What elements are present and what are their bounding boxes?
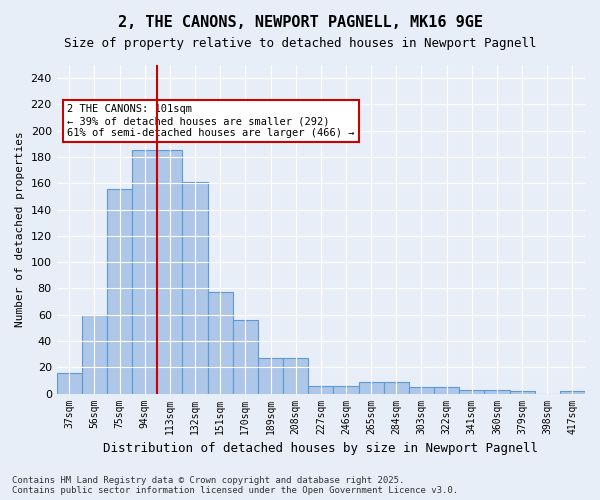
Bar: [56, 372, 82, 394]
Bar: [132, 150, 157, 394]
Bar: [334, 386, 359, 394]
Bar: [359, 382, 384, 394]
Bar: [384, 382, 409, 394]
Bar: [283, 358, 308, 394]
Bar: [308, 386, 334, 394]
Bar: [233, 320, 258, 394]
Bar: [459, 390, 484, 394]
Text: Contains HM Land Registry data © Crown copyright and database right 2025.
Contai: Contains HM Land Registry data © Crown c…: [12, 476, 458, 495]
Bar: [82, 314, 107, 394]
Bar: [258, 358, 283, 394]
Bar: [157, 150, 182, 394]
Bar: [208, 292, 233, 394]
Bar: [484, 390, 509, 394]
Bar: [434, 387, 459, 394]
Text: 2 THE CANONS: 101sqm
← 39% of detached houses are smaller (292)
61% of semi-deta: 2 THE CANONS: 101sqm ← 39% of detached h…: [67, 104, 355, 138]
Y-axis label: Number of detached properties: Number of detached properties: [15, 132, 25, 327]
Text: 2, THE CANONS, NEWPORT PAGNELL, MK16 9GE: 2, THE CANONS, NEWPORT PAGNELL, MK16 9GE: [118, 15, 482, 30]
Bar: [107, 188, 132, 394]
Bar: [509, 391, 535, 394]
Bar: [182, 182, 208, 394]
Text: Size of property relative to detached houses in Newport Pagnell: Size of property relative to detached ho…: [64, 38, 536, 51]
X-axis label: Distribution of detached houses by size in Newport Pagnell: Distribution of detached houses by size …: [103, 442, 538, 455]
Bar: [560, 391, 585, 394]
Bar: [409, 387, 434, 394]
